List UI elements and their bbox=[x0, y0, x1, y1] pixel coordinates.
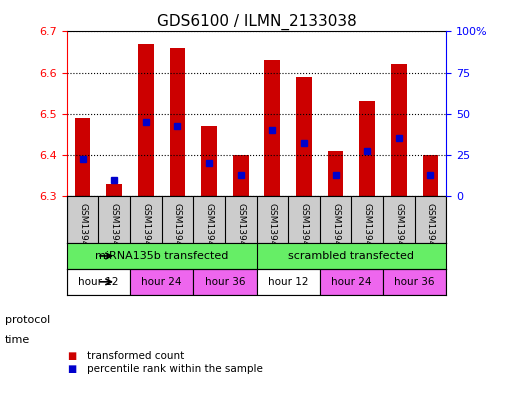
Title: GDS6100 / ILMN_2133038: GDS6100 / ILMN_2133038 bbox=[156, 14, 357, 30]
Text: ■: ■ bbox=[67, 364, 76, 375]
Text: GSM1394599: GSM1394599 bbox=[236, 203, 245, 264]
Text: hour 24: hour 24 bbox=[142, 277, 182, 287]
Bar bbox=[138, 44, 154, 196]
Text: hour 36: hour 36 bbox=[205, 277, 245, 287]
FancyBboxPatch shape bbox=[130, 269, 193, 295]
Text: protocol: protocol bbox=[5, 315, 50, 325]
Text: GSM1394605: GSM1394605 bbox=[426, 203, 435, 264]
Text: scrambled transfected: scrambled transfected bbox=[288, 251, 415, 261]
Bar bbox=[106, 184, 122, 196]
Text: ■: ■ bbox=[67, 351, 76, 361]
FancyBboxPatch shape bbox=[256, 269, 320, 295]
Bar bbox=[169, 48, 185, 196]
FancyBboxPatch shape bbox=[67, 269, 130, 295]
FancyBboxPatch shape bbox=[193, 269, 256, 295]
Text: GSM1394601: GSM1394601 bbox=[300, 203, 308, 264]
Text: miRNA135b transfected: miRNA135b transfected bbox=[95, 251, 228, 261]
Text: transformed count: transformed count bbox=[87, 351, 185, 361]
Text: GSM1394595: GSM1394595 bbox=[110, 203, 119, 264]
Text: GSM1394603: GSM1394603 bbox=[363, 203, 372, 264]
Text: GSM1394594: GSM1394594 bbox=[78, 203, 87, 264]
Bar bbox=[359, 101, 375, 196]
Text: GSM1394602: GSM1394602 bbox=[331, 203, 340, 264]
Text: hour 12: hour 12 bbox=[78, 277, 119, 287]
Bar bbox=[296, 77, 312, 196]
Bar bbox=[201, 126, 217, 196]
Bar bbox=[74, 118, 90, 196]
Text: GSM1394598: GSM1394598 bbox=[205, 203, 213, 264]
Bar bbox=[391, 64, 407, 196]
Bar bbox=[233, 155, 249, 196]
Text: GSM1394596: GSM1394596 bbox=[141, 203, 150, 264]
Text: GSM1394597: GSM1394597 bbox=[173, 203, 182, 264]
Bar bbox=[264, 60, 280, 196]
Bar bbox=[423, 155, 439, 196]
Bar bbox=[328, 151, 344, 196]
FancyBboxPatch shape bbox=[383, 269, 446, 295]
FancyBboxPatch shape bbox=[320, 269, 383, 295]
Text: GSM1394604: GSM1394604 bbox=[394, 203, 403, 264]
Text: GSM1394600: GSM1394600 bbox=[268, 203, 277, 264]
Text: hour 12: hour 12 bbox=[268, 277, 308, 287]
Text: time: time bbox=[5, 335, 30, 345]
Text: percentile rank within the sample: percentile rank within the sample bbox=[87, 364, 263, 375]
Text: hour 24: hour 24 bbox=[331, 277, 371, 287]
Text: hour 36: hour 36 bbox=[394, 277, 435, 287]
